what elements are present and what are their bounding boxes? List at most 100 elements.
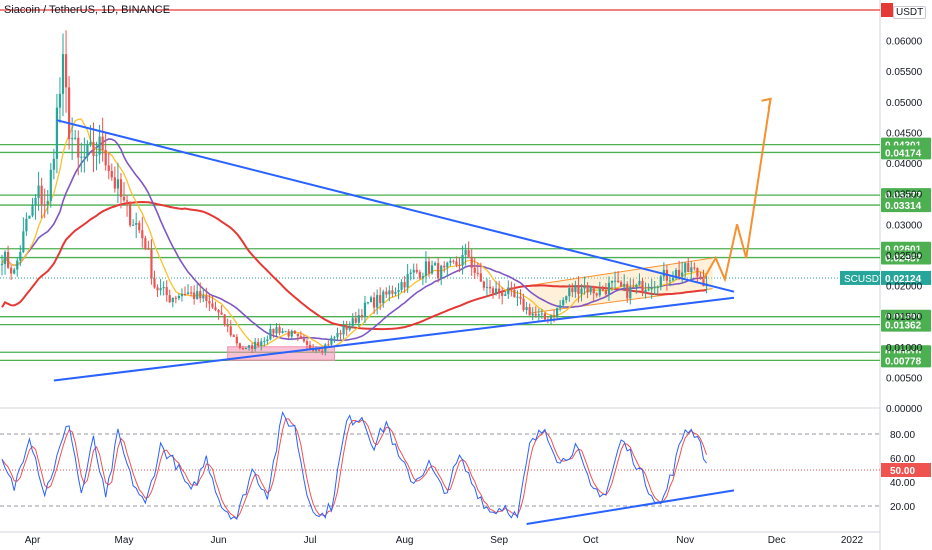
price-axis[interactable]: 0.043010.041740.034770.033140.026010.024… (840, 3, 931, 513)
candle (287, 329, 290, 339)
time-tick-1: May (115, 535, 134, 546)
candle-body (71, 138, 74, 140)
candle-body (211, 303, 214, 308)
osc-tick-1: 60.00 (890, 454, 915, 465)
candle (171, 297, 174, 308)
candle (238, 342, 241, 350)
time-tick-4: Aug (396, 535, 414, 546)
candle-body (171, 297, 174, 303)
candle (16, 257, 19, 277)
candle-body (415, 269, 418, 273)
candle (610, 280, 614, 292)
candle (132, 219, 135, 226)
candle (519, 289, 522, 305)
level-label-bg (881, 198, 931, 213)
candle-body (674, 269, 678, 279)
level-label-bg (881, 145, 931, 160)
candle-body (613, 280, 617, 282)
candle-body (626, 283, 629, 299)
projection-path (702, 98, 772, 283)
candle-body (565, 296, 568, 301)
candle-body (150, 249, 153, 279)
candle (186, 284, 190, 295)
time-axis[interactable]: Apr May Jun Jul Aug Sep Oct Nov Dec 2022 (25, 535, 864, 546)
candle-body (366, 302, 370, 304)
candle (46, 189, 49, 215)
candle-body (382, 291, 385, 304)
candle-body (223, 314, 226, 325)
candle-body (122, 196, 126, 201)
candle-body (473, 267, 476, 273)
osc-value-bg (881, 463, 931, 477)
candle-body (656, 286, 659, 288)
osc-tick-3: 20.00 (890, 502, 915, 513)
candle-body (275, 327, 278, 334)
candle-body (287, 331, 290, 337)
candle-body (330, 337, 333, 345)
candle-body (238, 343, 241, 349)
candle (656, 285, 659, 296)
candle-body (220, 312, 223, 315)
candle-body (235, 336, 238, 344)
candle (418, 269, 421, 280)
candle (244, 347, 248, 350)
candle-body (525, 307, 528, 311)
candle-body (132, 224, 135, 226)
symbol-tag-text: SCUSDT (844, 274, 885, 285)
candle (452, 259, 455, 264)
price-projection (702, 97, 772, 283)
candle (74, 130, 77, 140)
candle (266, 335, 269, 345)
candle-body (522, 298, 525, 311)
candle (556, 307, 559, 319)
candle-body (68, 87, 71, 140)
candle-body (403, 282, 406, 288)
candle (595, 292, 598, 298)
candle (138, 220, 141, 234)
candle (388, 285, 391, 302)
candle-body (183, 293, 187, 295)
candle-body (293, 330, 296, 334)
resistance-tag (881, 3, 893, 17)
candle-body (699, 276, 702, 279)
candle-body (488, 286, 492, 289)
candle-body (586, 286, 589, 293)
candle (290, 329, 293, 341)
candle (488, 279, 492, 294)
candle (620, 280, 623, 288)
candle (147, 240, 150, 250)
candles (0, 30, 708, 356)
candle (461, 245, 464, 275)
candle-body (449, 260, 452, 263)
candle-body (534, 313, 537, 316)
candle-body (519, 296, 522, 299)
candle-body (186, 292, 190, 294)
candle-body (467, 250, 470, 257)
currency-button[interactable]: USDT (893, 6, 927, 19)
candle-body (244, 347, 248, 350)
candle-body (702, 278, 705, 287)
candle-body (638, 280, 641, 285)
candle (635, 283, 638, 294)
candle-body (34, 197, 37, 205)
candle (626, 281, 629, 303)
candle (647, 283, 650, 292)
candle-body (74, 137, 77, 139)
candle (43, 188, 46, 218)
candle-body (281, 331, 284, 333)
candle-body (342, 326, 345, 335)
candle-body (226, 324, 229, 327)
candle-body (516, 296, 519, 298)
candle (379, 287, 382, 310)
candle (589, 285, 592, 295)
candle-body (315, 349, 318, 351)
candle-body (562, 300, 565, 306)
candle (650, 278, 653, 299)
candle-body (397, 289, 400, 292)
candle-body (540, 313, 543, 315)
stoch-k-line (1, 410, 707, 520)
candle-body (269, 328, 272, 340)
candle (415, 263, 418, 274)
candle (434, 261, 437, 266)
